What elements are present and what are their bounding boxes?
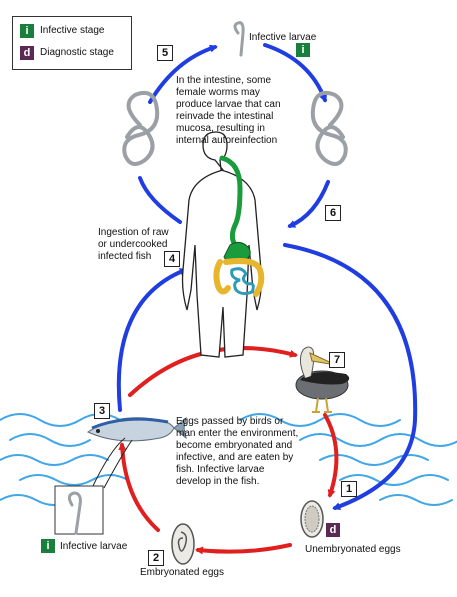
label-unembryonated-eggs: Unembryonated eggs (305, 544, 401, 555)
arrow-fish-to-human (116, 268, 188, 412)
diagnostic-badge-eggs: d (326, 523, 340, 537)
arrow-to-top-larvae (148, 44, 218, 104)
arrow-autoreinfection (138, 176, 182, 224)
inset-larva-icon (67, 491, 82, 535)
pelican-icon (295, 346, 350, 413)
ingestion-line-3: infected fish (98, 251, 152, 262)
fish-callout-lines (91, 437, 133, 489)
ingestion-line-2: or undercooked (98, 239, 168, 250)
intestine-line-6: internal autoreinfection (176, 135, 278, 146)
eggs-line-5: fish. Infective larvae (176, 464, 265, 475)
eggs-line-1: Eggs passed by birds or (176, 416, 284, 427)
eggs-line-6: develop in the fish. (176, 476, 260, 487)
arrow-bird-to-eggs (323, 413, 339, 498)
intestine-line-5: mucosa, resulting in (176, 123, 265, 134)
arrow-human-to-eggs (283, 243, 418, 511)
eggs-line-2: man enter the environment, (176, 428, 299, 439)
arrow-eggs-to-embryonated (195, 543, 292, 555)
step-7: 7 (329, 352, 345, 368)
intestine-line-2: female worms may (176, 87, 260, 98)
step-2: 2 (148, 550, 164, 566)
label-intestine: In the intestine, some female worms may … (176, 75, 281, 147)
fish-icon (86, 416, 187, 442)
human-cycle-arrows (116, 43, 418, 511)
step-3: 3 (94, 403, 110, 419)
legend-diagnostic-badge: d (20, 46, 34, 60)
step-6: 6 (325, 205, 341, 221)
label-ingestion: Ingestion of raw or undercooked infected… (98, 227, 169, 263)
coiled-worm-icon (122, 90, 348, 166)
step-1: 1 (341, 481, 357, 497)
step-5: 5 (157, 45, 173, 61)
intestine-line-3: produce larvae that can (176, 99, 281, 110)
human-body-icon (181, 131, 265, 358)
intestine-line-4: reinvade the intestinal (176, 111, 274, 122)
infective-badge-top: i (296, 43, 310, 57)
label-infective-larvae-top: Infective larvae (249, 32, 317, 43)
eggs-line-3: become embryonated and (176, 440, 293, 451)
label-embryonated-eggs: Embryonated eggs (140, 567, 224, 578)
step-4: 4 (164, 251, 180, 267)
eggs-line-4: infective, and are eaten by (176, 452, 294, 463)
legend-infective-badge: i (20, 24, 34, 38)
label-eggs-environment: Eggs passed by birds or man enter the en… (176, 416, 298, 488)
infective-badge-bottom: i (41, 539, 55, 553)
ingestion-line-1: Ingestion of raw (98, 227, 169, 238)
label-infective-larvae-bottom: Infective larvae (60, 541, 128, 552)
legend (12, 16, 132, 70)
arrow-to-intestine (287, 180, 330, 228)
egg-icon (171, 500, 324, 565)
legend-infective-label: Infective stage (40, 25, 105, 36)
intestine-line-1: In the intestine, some (176, 75, 272, 86)
top-larva-icon (233, 21, 245, 57)
legend-diagnostic-label: Diagnostic stage (40, 47, 114, 58)
arrow-embryonated-to-fish (118, 442, 160, 532)
